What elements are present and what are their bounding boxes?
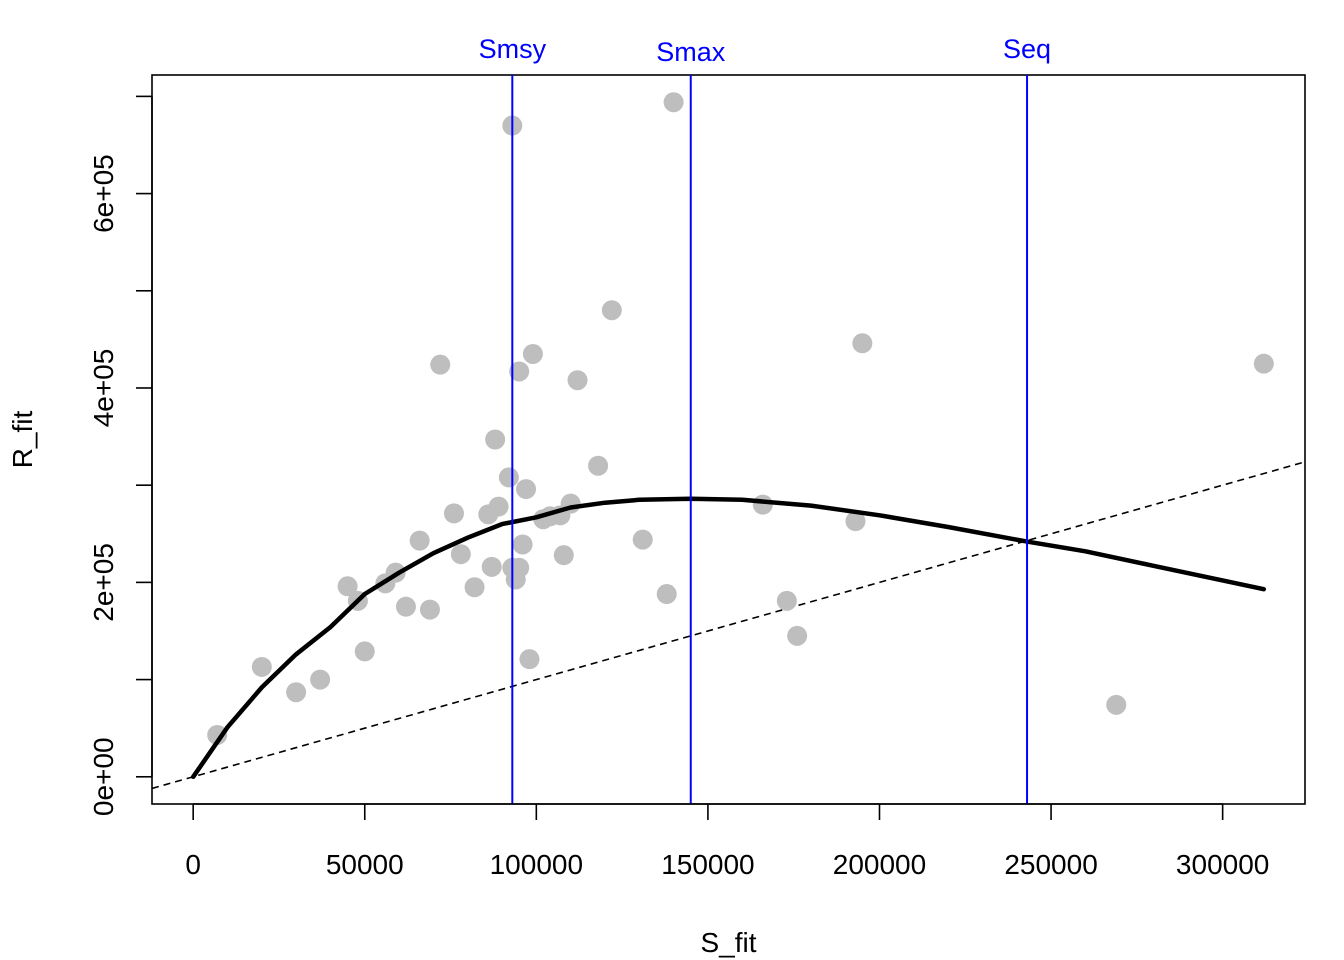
data-point-1 xyxy=(207,724,228,745)
data-point-21 xyxy=(498,467,519,488)
ref-label-smax: Smax xyxy=(656,37,726,67)
data-point-7 xyxy=(354,641,375,662)
data-point-16 xyxy=(464,577,485,598)
data-point-36 xyxy=(567,370,588,391)
data-point-38 xyxy=(601,300,622,321)
points-group xyxy=(207,92,1274,745)
data-point-48 xyxy=(1253,353,1274,374)
data-point-43 xyxy=(776,590,797,611)
data-point-41 xyxy=(663,92,684,113)
curve-group xyxy=(190,496,1267,780)
data-point-10 xyxy=(395,596,416,617)
data-point-19 xyxy=(485,429,506,450)
data-point-34 xyxy=(553,545,574,566)
y-tick-label-6: 6e+05 xyxy=(88,154,119,233)
data-point-39 xyxy=(632,529,653,550)
data-point-12 xyxy=(419,599,440,620)
data-point-18 xyxy=(481,556,502,577)
data-point-47 xyxy=(1106,694,1127,715)
plot-box xyxy=(151,74,1306,805)
x-tick-label-0: 0 xyxy=(185,849,201,880)
data-point-46 xyxy=(852,333,873,354)
x-axis: 0 50000 100000 150000 200000 250000 300000 xyxy=(185,803,1269,880)
data-point-28 xyxy=(516,479,537,500)
ref-label-smsy: Smsy xyxy=(479,34,547,64)
x-tick-label-5: 250000 xyxy=(1004,849,1097,880)
data-point-30 xyxy=(522,343,543,364)
data-point-11 xyxy=(409,530,430,551)
data-point-14 xyxy=(443,503,464,524)
data-point-5 xyxy=(337,576,358,597)
data-point-45 xyxy=(845,511,866,532)
y-tick-label-4: 4e+05 xyxy=(88,349,119,428)
data-point-4 xyxy=(310,669,331,690)
data-point-3 xyxy=(286,682,307,703)
data-point-20 xyxy=(488,496,509,517)
x-tick-label-2: 100000 xyxy=(490,849,583,880)
data-point-25 xyxy=(509,361,530,382)
x-axis-title: S_fit xyxy=(700,927,756,958)
fitted-curve xyxy=(190,496,1267,780)
data-point-27 xyxy=(512,534,533,555)
replacement-line xyxy=(152,461,1305,790)
data-point-44 xyxy=(787,625,808,646)
y-axis-title: R_fit xyxy=(7,410,38,468)
data-point-37 xyxy=(588,455,609,476)
x-tick-label-4: 200000 xyxy=(833,849,926,880)
data-point-29 xyxy=(519,649,540,670)
y-axis: 0e+00 2e+05 4e+05 6e+05 xyxy=(88,95,153,816)
data-point-26 xyxy=(509,557,530,578)
y-tick-label-2: 2e+05 xyxy=(88,543,119,622)
ref-label-seq: Seq xyxy=(1003,34,1051,64)
y-tick-label-0: 0e+00 xyxy=(88,737,119,816)
data-point-42 xyxy=(752,494,773,515)
x-tick-label-6: 300000 xyxy=(1176,849,1269,880)
replacement-line-group xyxy=(152,461,1305,790)
x-tick-label-1: 50000 xyxy=(326,849,404,880)
data-point-15 xyxy=(450,544,471,565)
data-point-2 xyxy=(251,656,272,677)
data-point-40 xyxy=(656,584,677,605)
reference-lines-group: Smsy Smax Seq xyxy=(479,34,1051,804)
x-tick-label-3: 150000 xyxy=(661,849,754,880)
data-point-13 xyxy=(430,354,451,375)
